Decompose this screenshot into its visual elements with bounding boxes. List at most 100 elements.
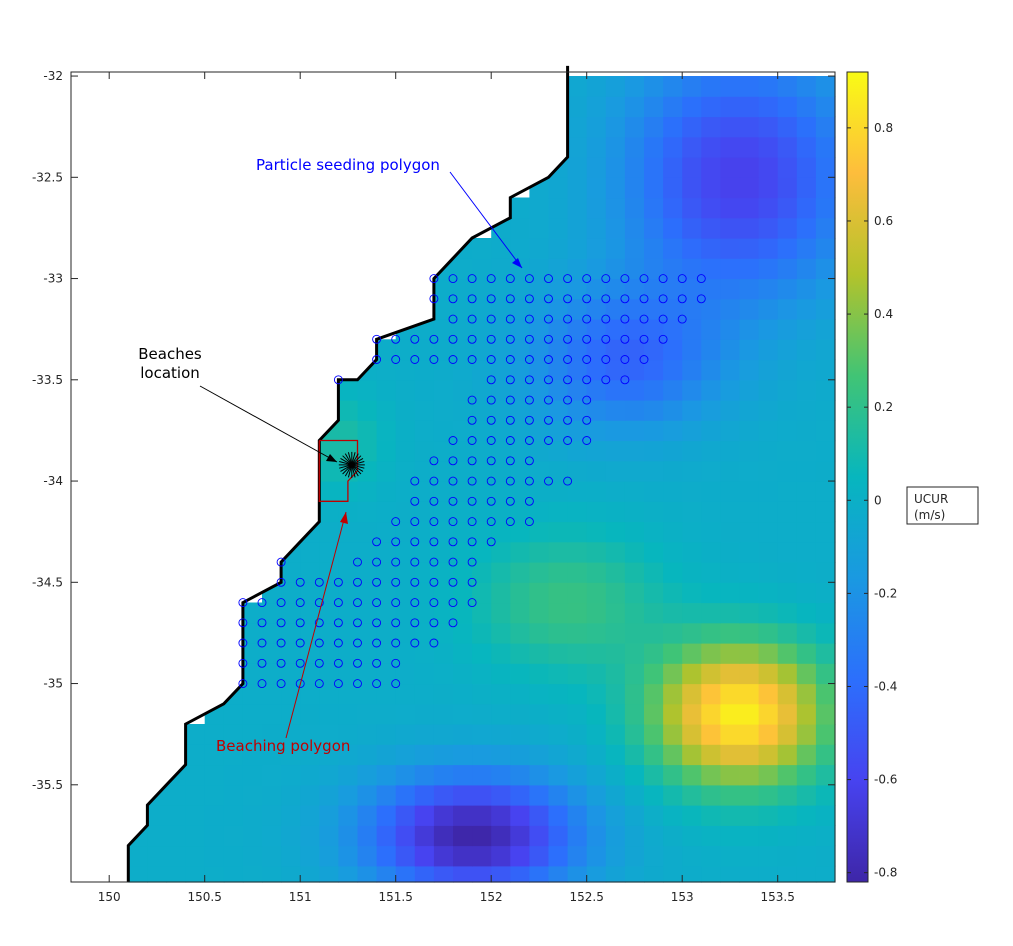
heatmap-cell [720,481,741,502]
heatmap-cell [663,278,683,300]
heatmap-cell [204,845,225,867]
heatmap-cell [586,703,607,725]
heatmap-cell [357,724,378,745]
heatmap-cell [472,724,492,745]
seed-point [696,294,706,304]
seed-point [410,517,420,527]
heatmap-cell [644,643,664,664]
heatmap-cell [663,440,683,462]
heatmap-cell [701,481,721,502]
heatmap-cell [796,622,817,644]
heatmap-cell [815,420,836,442]
heatmap-cell [242,764,263,786]
heatmap-cell [624,339,645,361]
heatmap-cell [185,724,206,745]
heatmap-cell [510,663,530,685]
seed-point [563,375,573,385]
heatmap-cell [414,724,435,745]
seed-point [486,395,496,405]
heatmap-cell [586,744,607,766]
heatmap-cell [548,258,569,280]
heatmap-cell [510,339,530,361]
heatmap-cell [682,136,702,158]
heatmap-cell [433,602,454,624]
heatmap-cell [701,643,721,664]
heatmap-cell [529,197,550,219]
heatmap-cell [796,339,817,361]
heatmap-cell [701,764,721,786]
seed-point [353,679,362,689]
seed-point [582,415,592,425]
heatmap-cell [796,562,817,583]
seed-point [524,334,534,344]
heatmap-cell [758,420,779,442]
heatmap-cell [739,724,760,745]
seed-point [314,658,324,668]
heatmap-cell [281,805,301,826]
seed-point [333,598,343,608]
heatmap-cell [433,319,454,340]
heatmap-cell [644,359,664,381]
heatmap-cell [644,400,664,421]
heatmap-cell [472,440,492,462]
seed-point [276,618,286,628]
heatmap-cell [644,197,664,219]
heatmap-cell [624,663,645,685]
heatmap-cell [701,258,721,280]
heatmap-cell [204,764,225,786]
seed-point [582,294,592,304]
heatmap-cell [433,501,454,523]
seed-point [505,395,515,405]
heatmap-cell [663,825,683,847]
heatmap-cell [357,602,378,624]
heatmap-cell [242,683,263,705]
seed-point [314,577,324,587]
heatmap-cell [815,663,836,685]
heatmap-cell [644,420,664,442]
heatmap-cell [682,521,702,543]
heatmap-cell [624,96,645,118]
heatmap-cell [472,460,492,482]
heatmap-cell [395,501,416,523]
x-tick-label: 152.5 [570,890,604,904]
heatmap-cell [777,400,798,421]
heatmap-cell [815,845,836,867]
heatmap-cell [605,643,626,664]
heatmap-cell [548,562,569,583]
seed-point [505,476,515,486]
heatmap-cell [453,643,473,664]
seed-point [429,517,439,527]
heatmap-cell [815,724,836,745]
seed-point [276,638,286,648]
heatmap-cell [395,339,416,361]
heatmap-cell [319,703,339,725]
heatmap-cell [414,622,435,644]
heatmap-cell [338,379,359,401]
y-axis-ticks: -32 -32.5 -33 -33.5 -34 -34.5 -35 -35.5 [32,69,835,792]
heatmap-cell [815,400,836,421]
heatmap-cell [758,116,779,138]
heatmap-cell [720,278,741,300]
heatmap-cell [739,845,760,867]
heatmap-cell [529,683,550,705]
heatmap-cell [529,744,550,766]
heatmap-cell [357,764,378,786]
heatmap-cell [376,764,397,786]
heatmap-cell [281,865,301,883]
heatmap-cell [739,359,760,381]
heatmap-cell [682,602,702,624]
heatmap-cell [453,420,473,442]
heatmap-cell [701,157,721,178]
heatmap-cell [586,258,607,280]
seed-point [372,618,382,628]
x-tick-label: 153 [671,890,694,904]
heatmap-cell [472,764,492,786]
seeding-label: Particle seeding polygon [256,156,440,174]
heatmap-cell [376,784,397,806]
heatmap-cell [815,116,836,138]
heatmap-cell [663,602,683,624]
heatmap-cell [682,440,702,462]
heatmap-cell [796,379,817,401]
heatmap-cell [701,602,721,624]
heatmap-cell [453,724,473,745]
